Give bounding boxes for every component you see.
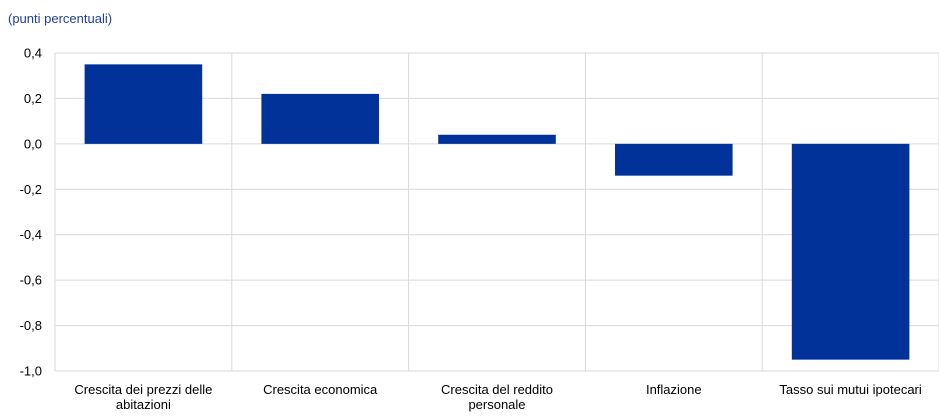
y-tick-label: 0,4 bbox=[24, 46, 42, 61]
grid bbox=[54, 52, 939, 372]
x-category-label: Tasso sui mutui ipotecari bbox=[779, 382, 921, 397]
y-tick-label: -0,8 bbox=[20, 318, 42, 333]
x-category-label: Crescita del reddito personale bbox=[441, 382, 553, 412]
y-tick-label: -0,6 bbox=[20, 273, 42, 288]
bar bbox=[791, 143, 910, 360]
y-tick-label: -1,0 bbox=[20, 364, 42, 379]
y-unit-label: (punti percentuali) bbox=[8, 11, 112, 26]
bars bbox=[84, 64, 910, 360]
bar bbox=[615, 143, 733, 176]
x-category-label: Crescita economica bbox=[263, 382, 378, 397]
x-category-label: Inflazione bbox=[646, 382, 702, 397]
bar bbox=[438, 134, 556, 144]
bar bbox=[261, 93, 379, 144]
y-tick-label: -0,2 bbox=[20, 182, 42, 197]
y-tick-label: 0,2 bbox=[24, 91, 42, 106]
y-axis-ticks: 0,4 0,2 0,0 -0,2 -0,4 -0,6 -0,8 -1,0 bbox=[20, 46, 42, 379]
x-axis-labels: Crescita dei prezzi delle abitazioni Cresc… bbox=[74, 382, 921, 412]
y-tick-label: 0,0 bbox=[24, 136, 42, 151]
y-tick-label: -0,4 bbox=[20, 227, 42, 242]
x-category-label: Crescita dei prezzi delle abitazioni bbox=[74, 382, 212, 412]
bar bbox=[84, 64, 203, 144]
